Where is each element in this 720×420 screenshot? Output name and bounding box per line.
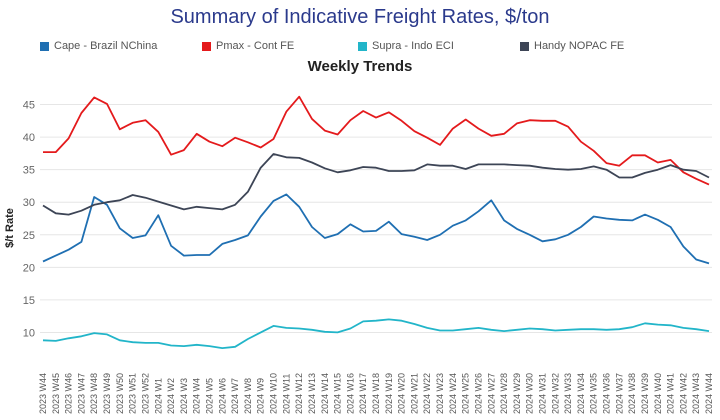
x-tick-label: 2024 W28: [499, 373, 509, 414]
x-tick-label: 2024 W17: [358, 373, 368, 414]
x-tick-label: 2024 W5: [205, 378, 215, 414]
x-tick-label: 2024 W6: [217, 378, 227, 414]
legend-item-pmax[interactable]: Pmax - Cont FE: [202, 40, 294, 52]
x-tick-label: 2024 W42: [678, 373, 688, 414]
x-tick-label: 2024 W41: [666, 373, 676, 414]
x-tick-label: 2024 W40: [653, 373, 663, 414]
series-line-0: [42, 193, 710, 265]
y-tick-labels: 10 15 20 25 30 35 40 45: [23, 100, 35, 340]
x-tick-label: 2024 W44: [704, 373, 714, 414]
chart-subtitle: Weekly Trends: [307, 58, 413, 75]
x-tick-label: 2023 W45: [51, 373, 61, 414]
x-tick-label: 2023 W48: [89, 373, 99, 414]
y-tick-label: 35: [23, 165, 35, 177]
x-tick-label: 2024 W39: [640, 373, 650, 414]
legend-label: Handy NOPAC FE: [534, 40, 625, 52]
x-tick-label: 2023 W46: [64, 373, 74, 414]
x-tick-label: 2024 W7: [230, 378, 240, 414]
x-tick-label: 2023 W52: [140, 373, 150, 414]
x-tick-label: 2024 W25: [461, 373, 471, 414]
x-tick-label: 2024 W21: [409, 373, 419, 414]
x-tick-label: 2024 W29: [512, 373, 522, 414]
x-tick-label: 2024 W3: [179, 378, 189, 414]
series-line-2: [42, 318, 710, 350]
x-tick-label: 2024 W18: [371, 373, 381, 414]
legend-swatch: [202, 41, 211, 51]
x-tick-label: 2024 W13: [307, 373, 317, 414]
x-tick-label: 2024 W23: [435, 373, 445, 414]
x-tick-label: 2024 W9: [256, 378, 266, 414]
x-tick-label: 2023 W47: [76, 373, 86, 414]
y-tick-label: 40: [23, 132, 35, 144]
x-tick-label: 2024 W37: [614, 373, 624, 414]
y-tick-label: 30: [23, 197, 35, 209]
x-tick-label: 2024 W10: [269, 373, 279, 414]
legend-item-cape[interactable]: Cape - Brazil NChina: [40, 40, 157, 52]
x-tick-label: 2024 W22: [422, 373, 432, 414]
chart-title: Summary of Indicative Freight Rates, $/t…: [170, 6, 550, 28]
legend-item-supra[interactable]: Supra - Indo ECI: [358, 40, 454, 52]
x-tick-label: 2024 W31: [538, 373, 548, 414]
x-tick-label: 2024 W26: [473, 373, 483, 414]
x-tick-label: 2024 W11: [281, 374, 291, 414]
series-lines: [42, 95, 710, 350]
x-tick-label: 2024 W30: [525, 373, 535, 414]
x-tick-label: 2024 W36: [602, 373, 612, 414]
x-tick-label: 2024 W38: [627, 373, 637, 414]
series-line-1: [43, 95, 710, 186]
x-tick-label: 2023 W50: [115, 373, 125, 414]
x-tick-label: 2023 W44: [38, 373, 48, 414]
x-tick-label: 2024 W34: [576, 373, 586, 414]
legend: Cape - Brazil NChina Pmax - Cont FE Supr…: [0, 40, 720, 56]
x-tick-label: 2024 W35: [589, 373, 599, 414]
legend-swatch: [40, 41, 49, 51]
x-tick-label: 2024 W14: [320, 373, 330, 414]
y-tick-label: 10: [23, 327, 35, 339]
x-tick-labels: 2023 W44 2023 W45 2023 W46 2023 W47 2023 W48…: [38, 373, 714, 414]
legend-label: Supra - Indo ECI: [372, 40, 454, 52]
legend-item-handy[interactable]: Handy NOPAC FE: [520, 40, 624, 52]
y-tick-label: 25: [23, 230, 35, 242]
x-tick-label: 2024 W32: [550, 373, 560, 414]
legend-swatch: [520, 41, 529, 51]
x-tick-label: 2024 W33: [563, 373, 573, 414]
y-tick-label: 45: [23, 100, 35, 112]
y-tick-label: 15: [23, 295, 35, 307]
x-tick-label: 2024 W20: [397, 373, 407, 414]
gridlines: [40, 104, 712, 333]
series-line-3: [42, 153, 710, 216]
x-tick-label: 2024 W12: [294, 373, 304, 414]
x-tick-label: 2024 W2: [166, 378, 176, 414]
x-tick-label: 2024 W27: [486, 373, 496, 414]
x-tick-label: 2024 W1: [153, 378, 163, 414]
y-tick-label: 20: [23, 262, 35, 274]
x-tick-label: 2024 W15: [333, 373, 343, 414]
x-tick-label: 2023 W51: [128, 373, 138, 414]
x-tick-label: 2023 W49: [102, 373, 112, 414]
legend-swatch: [358, 41, 367, 51]
x-tick-label: 2024 W43: [691, 373, 701, 414]
x-tick-label: 2024 W8: [243, 378, 253, 414]
x-tick-label: 2024 W24: [448, 373, 458, 414]
x-tick-label: 2024 W19: [384, 373, 394, 414]
x-tick-label: 2024 W4: [192, 378, 202, 414]
legend-label: Pmax - Cont FE: [216, 40, 295, 52]
x-tick-label: 2024 W16: [345, 373, 355, 414]
legend-label: Cape - Brazil NChina: [54, 40, 158, 52]
y-axis-label: $/t Rate: [4, 208, 16, 248]
